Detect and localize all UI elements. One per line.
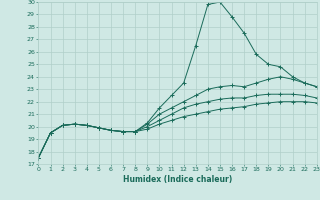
X-axis label: Humidex (Indice chaleur): Humidex (Indice chaleur) <box>123 175 232 184</box>
